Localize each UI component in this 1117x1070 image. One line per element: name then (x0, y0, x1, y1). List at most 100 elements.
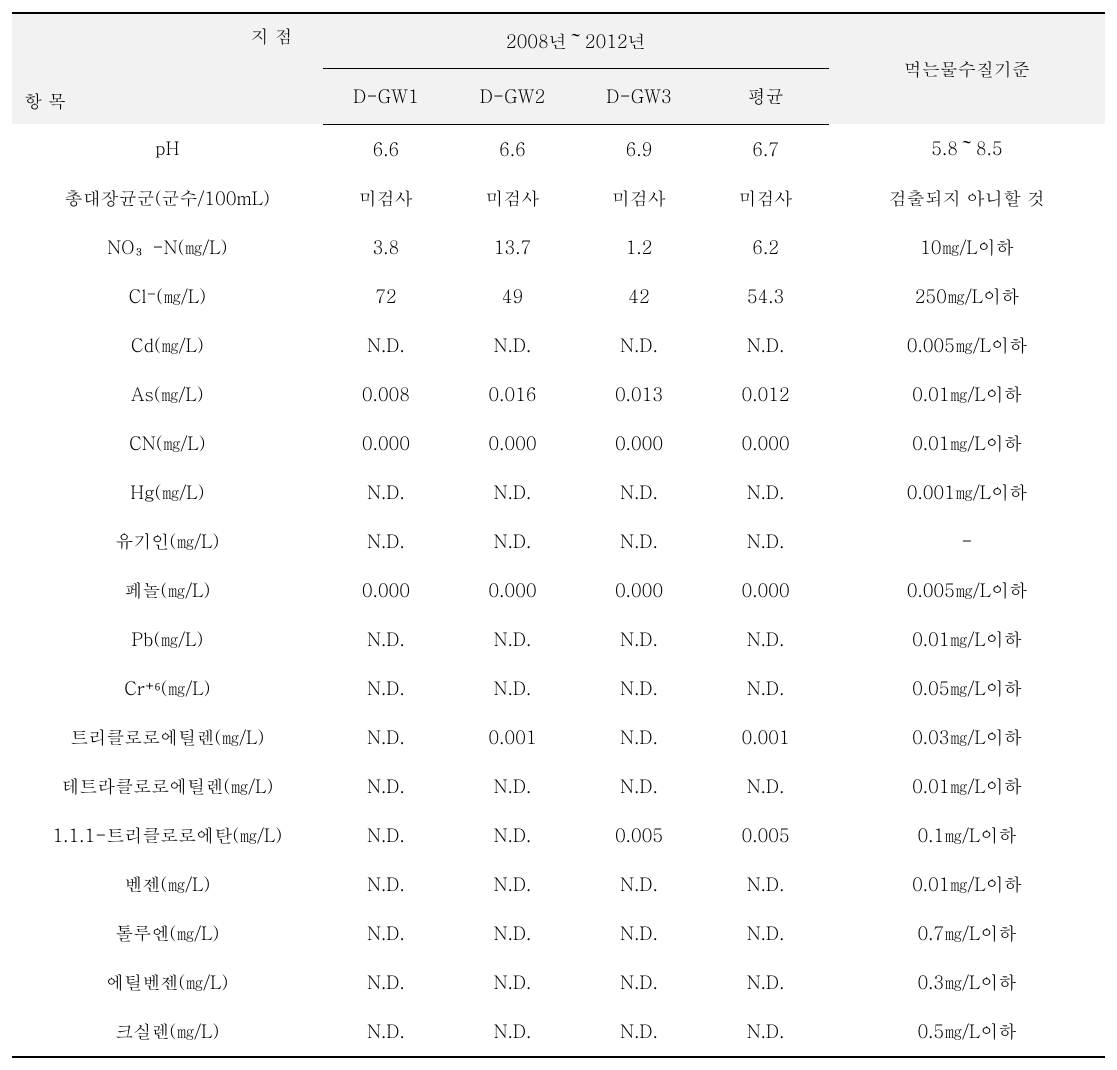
param-cell: pH (12, 124, 323, 174)
table-header: 지 점 항 목 2008년～2012년 먹는물수질기준 D-GW1 D-GW2 … (12, 13, 1105, 124)
value-cell: N.D. (323, 664, 450, 713)
avg-cell: 0.000 (702, 566, 829, 615)
value-cell: 미검사 (576, 174, 703, 223)
value-cell: 3.8 (323, 223, 450, 272)
value-cell: N.D. (576, 1007, 703, 1057)
table-row: Cd(㎎/L)N.D.N.D.N.D.N.D.0.005㎎/L이하 (12, 321, 1105, 370)
value-cell: 0.000 (323, 566, 450, 615)
value-cell: N.D. (576, 664, 703, 713)
value-cell: 49 (449, 272, 576, 321)
param-cell: Cd(㎎/L) (12, 321, 323, 370)
header-col3: D-GW3 (576, 69, 703, 124)
standard-cell: 0.03㎎/L이하 (829, 713, 1105, 762)
value-cell: 13.7 (449, 223, 576, 272)
value-cell: N.D. (449, 615, 576, 664)
value-cell: N.D. (576, 517, 703, 566)
table-row: NO₃-N(㎎/L)3.813.71.26.210㎎/L이하 (12, 223, 1105, 272)
value-cell: N.D. (576, 860, 703, 909)
value-cell: N.D. (576, 762, 703, 811)
value-cell: 0.008 (323, 370, 450, 419)
table-row: 테트라클로로에틸렌(㎎/L)N.D.N.D.N.D.N.D.0.01㎎/L이하 (12, 762, 1105, 811)
value-cell: N.D. (323, 517, 450, 566)
value-cell: N.D. (323, 909, 450, 958)
table-row: Hg(㎎/L)N.D.N.D.N.D.N.D.0.001㎎/L이하 (12, 468, 1105, 517)
avg-cell: 6.7 (702, 124, 829, 174)
header-avg: 평균 (702, 69, 829, 124)
value-cell: 0.005 (576, 811, 703, 860)
param-cell: 페놀(㎎/L) (12, 566, 323, 615)
standard-cell: 검출되지 아니할 것 (829, 174, 1105, 223)
param-cell: 테트라클로로에틸렌(㎎/L) (12, 762, 323, 811)
table-row: Cr⁺⁶(㎎/L)N.D.N.D.N.D.N.D.0.05㎎/L이하 (12, 664, 1105, 713)
table-row: 총대장균군(군수/100mL)미검사미검사미검사미검사검출되지 아니할 것 (12, 174, 1105, 223)
table-row: 페놀(㎎/L)0.0000.0000.0000.0000.005㎎/L이하 (12, 566, 1105, 615)
value-cell: 미검사 (449, 174, 576, 223)
header-standard: 먹는물수질기준 (829, 13, 1105, 124)
value-cell: N.D. (323, 1007, 450, 1057)
value-cell: 6.6 (449, 124, 576, 174)
value-cell: N.D. (449, 860, 576, 909)
value-cell: 42 (576, 272, 703, 321)
avg-cell: N.D. (702, 664, 829, 713)
avg-cell: N.D. (702, 1007, 829, 1057)
value-cell: N.D. (576, 713, 703, 762)
param-cell: 트리클로로에틸렌(㎎/L) (12, 713, 323, 762)
standard-cell: 0.3㎎/L이하 (829, 958, 1105, 1007)
value-cell: N.D. (323, 615, 450, 664)
value-cell: 0.000 (323, 419, 450, 468)
value-cell: N.D. (576, 615, 703, 664)
param-cell: 1.1.1-트리클로로에탄(㎎/L) (12, 811, 323, 860)
table-row: As(㎎/L)0.0080.0160.0130.0120.01㎎/L이하 (12, 370, 1105, 419)
table-row: 에틸벤젠(㎎/L)N.D.N.D.N.D.N.D.0.3㎎/L이하 (12, 958, 1105, 1007)
param-cell: 크실렌(㎎/L) (12, 1007, 323, 1057)
table-row: pH6.66.66.96.75.8～8.5 (12, 124, 1105, 174)
table-row: 크실렌(㎎/L)N.D.N.D.N.D.N.D.0.5㎎/L이하 (12, 1007, 1105, 1057)
value-cell: N.D. (449, 811, 576, 860)
value-cell: N.D. (576, 468, 703, 517)
param-cell: Cr⁺⁶(㎎/L) (12, 664, 323, 713)
value-cell: N.D. (449, 1007, 576, 1057)
value-cell: 0.016 (449, 370, 576, 419)
avg-cell: N.D. (702, 958, 829, 1007)
value-cell: N.D. (323, 713, 450, 762)
value-cell: N.D. (323, 811, 450, 860)
value-cell: N.D. (323, 860, 450, 909)
standard-cell: 0.01㎎/L이하 (829, 860, 1105, 909)
param-cell: Pb(㎎/L) (12, 615, 323, 664)
table-row: 1.1.1-트리클로로에탄(㎎/L)N.D.N.D.0.0050.0050.1㎎… (12, 811, 1105, 860)
standard-cell: 0.005㎎/L이하 (829, 566, 1105, 615)
value-cell: N.D. (323, 321, 450, 370)
table-row: 톨루엔(㎎/L)N.D.N.D.N.D.N.D.0.7㎎/L이하 (12, 909, 1105, 958)
table-row: Pb(㎎/L)N.D.N.D.N.D.N.D.0.01㎎/L이하 (12, 615, 1105, 664)
standard-cell: 0.005㎎/L이하 (829, 321, 1105, 370)
standard-cell: 0.7㎎/L이하 (829, 909, 1105, 958)
standard-cell: 0.001㎎/L이하 (829, 468, 1105, 517)
value-cell: N.D. (449, 664, 576, 713)
value-cell: 72 (323, 272, 450, 321)
avg-cell: N.D. (702, 860, 829, 909)
value-cell: N.D. (449, 762, 576, 811)
avg-cell: 0.001 (702, 713, 829, 762)
avg-cell: 미검사 (702, 174, 829, 223)
value-cell: N.D. (449, 517, 576, 566)
avg-cell: 0.012 (702, 370, 829, 419)
avg-cell: N.D. (702, 321, 829, 370)
value-cell: 0.013 (576, 370, 703, 419)
avg-cell: 6.2 (702, 223, 829, 272)
param-cell: Hg(㎎/L) (12, 468, 323, 517)
avg-cell: N.D. (702, 468, 829, 517)
header-period: 2008년～2012년 (323, 13, 829, 69)
avg-cell: 54.3 (702, 272, 829, 321)
standard-cell: 10㎎/L이하 (829, 223, 1105, 272)
value-cell: N.D. (576, 321, 703, 370)
value-cell: 0.001 (449, 713, 576, 762)
water-quality-table: 지 점 항 목 2008년～2012년 먹는물수질기준 D-GW1 D-GW2 … (12, 12, 1105, 1058)
corner-label-bottom: 항 목 (24, 89, 66, 114)
param-cell: Cl⁻(㎎/L) (12, 272, 323, 321)
value-cell: N.D. (323, 762, 450, 811)
table-row: 트리클로로에틸렌(㎎/L)N.D.0.001N.D.0.0010.03㎎/L이하 (12, 713, 1105, 762)
standard-cell: 0.1㎎/L이하 (829, 811, 1105, 860)
standard-cell: 250㎎/L이하 (829, 272, 1105, 321)
table-body: pH6.66.66.96.75.8～8.5총대장균군(군수/100mL)미검사미… (12, 124, 1105, 1057)
avg-cell: 0.005 (702, 811, 829, 860)
